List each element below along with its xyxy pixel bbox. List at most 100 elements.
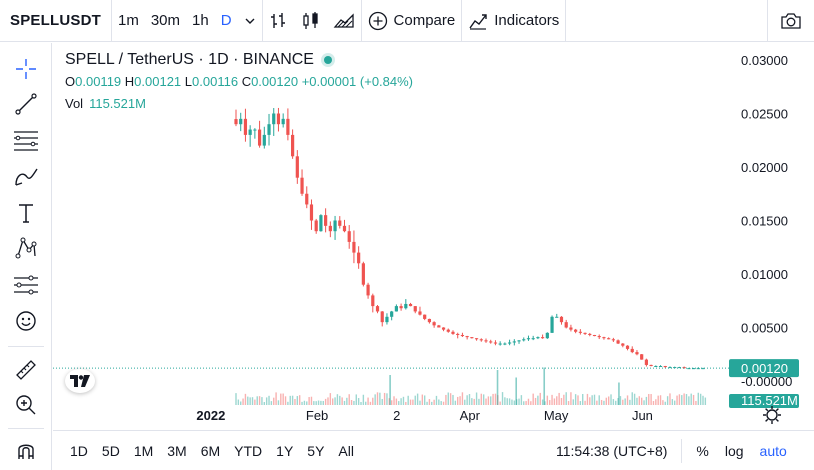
brush-icon — [15, 168, 38, 186]
symbol-label[interactable]: SPELLUSDT — [10, 12, 101, 29]
range-ytd[interactable]: YTD — [234, 442, 263, 459]
log-scale-toggle[interactable]: log — [724, 443, 744, 459]
indicators-button[interactable]: Indicators — [462, 0, 565, 42]
candle-body — [333, 220, 337, 232]
volume-bar — [360, 401, 362, 405]
trend-line-tool[interactable] — [12, 90, 40, 118]
measure-tool[interactable] — [12, 356, 40, 384]
volume-bar — [256, 396, 258, 405]
candle-body — [328, 225, 332, 232]
range-1y[interactable]: 1Y — [276, 442, 294, 459]
volume-bar — [478, 398, 480, 405]
tradingview-logo[interactable] — [65, 369, 95, 393]
clock-timezone[interactable]: 11:54:38 (UTC+8) — [556, 443, 668, 459]
magnet-tool[interactable] — [12, 437, 40, 465]
range-6m[interactable]: 6M — [200, 442, 221, 459]
candle-body — [272, 113, 276, 125]
pattern-tool[interactable] — [12, 234, 40, 262]
volume-bar — [511, 399, 513, 405]
percent-scale-toggle[interactable]: % — [696, 443, 709, 459]
candle-body — [569, 327, 573, 330]
volume-bar — [447, 392, 449, 405]
time-scale[interactable]: 2022 Feb 2 Apr May Jun — [196, 408, 653, 423]
volume-bar — [464, 399, 466, 405]
candle-body — [616, 340, 620, 344]
volume-bar — [652, 401, 655, 405]
zoom-tool[interactable] — [12, 391, 40, 419]
interval-1h[interactable]: 1h — [192, 12, 209, 29]
crosshair-tool[interactable] — [12, 55, 40, 83]
screenshot-button[interactable] — [768, 0, 814, 42]
toolbar-divider — [767, 0, 768, 42]
interval-30m[interactable]: 30m — [150, 12, 181, 29]
volume-bar — [584, 400, 586, 405]
zoom-in-icon — [16, 395, 36, 415]
candle-body — [507, 342, 512, 344]
volume-bar — [473, 398, 475, 405]
candle-body — [305, 193, 309, 205]
volume-bar — [449, 393, 452, 405]
candle-body — [248, 129, 252, 135]
candles-style-button[interactable] — [295, 0, 327, 42]
last-price-tag — [729, 359, 799, 378]
candle-body — [588, 333, 592, 335]
range-5d[interactable]: 5D — [101, 442, 120, 459]
candle-body — [597, 336, 601, 338]
legend-ohlc: O0.00119 H0.00121 L0.00116 C0.00120 +0.0… — [65, 74, 413, 89]
volume-bar — [393, 396, 395, 405]
text-tool[interactable] — [12, 199, 40, 227]
brush-tool[interactable] — [12, 163, 40, 191]
compare-button[interactable]: Compare — [362, 0, 462, 42]
volume-bar — [381, 398, 383, 405]
volume-bar — [365, 401, 367, 405]
price-chart[interactable]: 0.03000 0.02500 0.02000 0.01500 0.01000 0.005… — [53, 43, 814, 430]
volume-bar — [237, 399, 240, 405]
bar-style-button[interactable] — [263, 0, 295, 42]
chart-area[interactable]: 0.03000 0.02500 0.02000 0.01500 0.01000 0.005… — [53, 43, 814, 430]
volume-bar — [457, 396, 459, 405]
candles-icon — [302, 11, 318, 29]
volume-bar — [513, 400, 516, 405]
range-5y[interactable]: 5Y — [307, 442, 325, 459]
range-1d[interactable]: 1D — [70, 442, 88, 459]
candle-body — [347, 231, 351, 242]
x-tick-label: Jun — [632, 408, 653, 423]
volume-bar — [572, 399, 574, 405]
candle-body — [489, 341, 493, 343]
interval-d[interactable]: D — [220, 12, 232, 29]
volume-bar — [525, 401, 527, 405]
range-1m[interactable]: 1M — [133, 442, 154, 459]
interval-1m[interactable]: 1m — [117, 12, 139, 29]
volume-bar — [508, 398, 511, 405]
volume-bar — [386, 393, 388, 405]
range-3m[interactable]: 3M — [167, 442, 187, 459]
candle-body — [309, 204, 314, 221]
candle-body — [484, 340, 488, 342]
range-all[interactable]: All — [338, 442, 354, 459]
price-scale[interactable]: 0.03000 0.02500 0.02000 0.01500 0.01000 0.005… — [741, 53, 792, 389]
chart-settings-button[interactable] — [763, 406, 781, 424]
candle-body — [649, 364, 653, 367]
legend-title[interactable]: SPELL / TetherUS · 1D · BINANCE — [65, 51, 314, 68]
candle-body — [267, 124, 271, 135]
forecast-icon — [14, 275, 38, 295]
prediction-tool[interactable] — [12, 271, 40, 299]
area-style-button[interactable] — [327, 0, 361, 42]
settings-gear-icon[interactable] — [766, 409, 778, 421]
candle-body — [479, 339, 483, 341]
volume-bar — [303, 400, 306, 405]
close-value: 0.00120 — [251, 74, 299, 89]
crosshair-icon — [16, 59, 36, 79]
emoji-tool[interactable] — [12, 307, 40, 335]
y-tick-label: 0.01500 — [741, 214, 788, 229]
bottom-divider — [681, 439, 683, 463]
candle-body — [474, 338, 479, 340]
candle-body — [262, 134, 266, 146]
volume-bar — [650, 394, 652, 405]
interval-dropdown-button[interactable] — [238, 0, 262, 42]
auto-scale-toggle[interactable]: auto — [759, 443, 787, 459]
volume-bar — [263, 401, 266, 405]
candle-body — [352, 241, 356, 253]
candle-body — [375, 306, 380, 312]
fib-tool[interactable] — [12, 126, 40, 154]
